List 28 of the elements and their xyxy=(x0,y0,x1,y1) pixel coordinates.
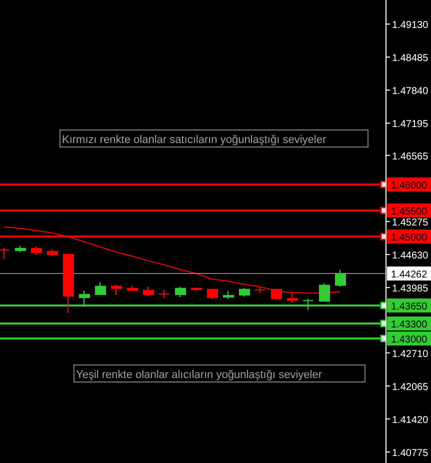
candlestick xyxy=(0,247,10,260)
ref-line-label: 1.43000 xyxy=(391,334,428,346)
y-tick-label: 1.47195 xyxy=(392,119,429,130)
candlestick xyxy=(95,282,106,296)
ref-line-label: 1.43650 xyxy=(391,302,428,312)
y-tick-label: 1.45275 xyxy=(392,218,429,229)
y-tick-label: 1.41420 xyxy=(392,414,429,426)
y-tick-label: 1.44630 xyxy=(392,250,429,262)
candlestick xyxy=(111,284,122,296)
ref-line-label: 1.45000 xyxy=(391,232,428,244)
candlestick xyxy=(335,269,346,288)
ref-line-label: 1.44262 xyxy=(391,270,428,280)
y-tick-label: 1.49130 xyxy=(392,20,429,32)
ref-line-label: 1.43300 xyxy=(391,320,428,330)
annotation: Kırmızı renkte olanlar satıcıların yoğunlaştığı seviyeler xyxy=(62,134,326,146)
candlestick xyxy=(319,282,330,302)
y-tick-label: 1.48485 xyxy=(392,53,429,64)
y-tick-label: 1.42710 xyxy=(392,348,429,360)
y-tick-label: 1.40775 xyxy=(392,448,429,459)
ref-line-label: 1.45500 xyxy=(391,206,428,218)
ref-line-label: 1.46000 xyxy=(391,180,428,192)
y-tick-label: 1.46565 xyxy=(392,151,429,162)
annotation: Yeşil renkte olanlar alıcıların yoğunlaştığı seviyeler xyxy=(76,369,322,381)
y-tick-label: 1.42065 xyxy=(392,382,429,393)
y-tick-label: 1.47840 xyxy=(392,86,429,98)
candlestick xyxy=(143,286,154,297)
candlestick xyxy=(175,286,186,298)
y-tick-label: 1.43985 xyxy=(392,284,429,295)
